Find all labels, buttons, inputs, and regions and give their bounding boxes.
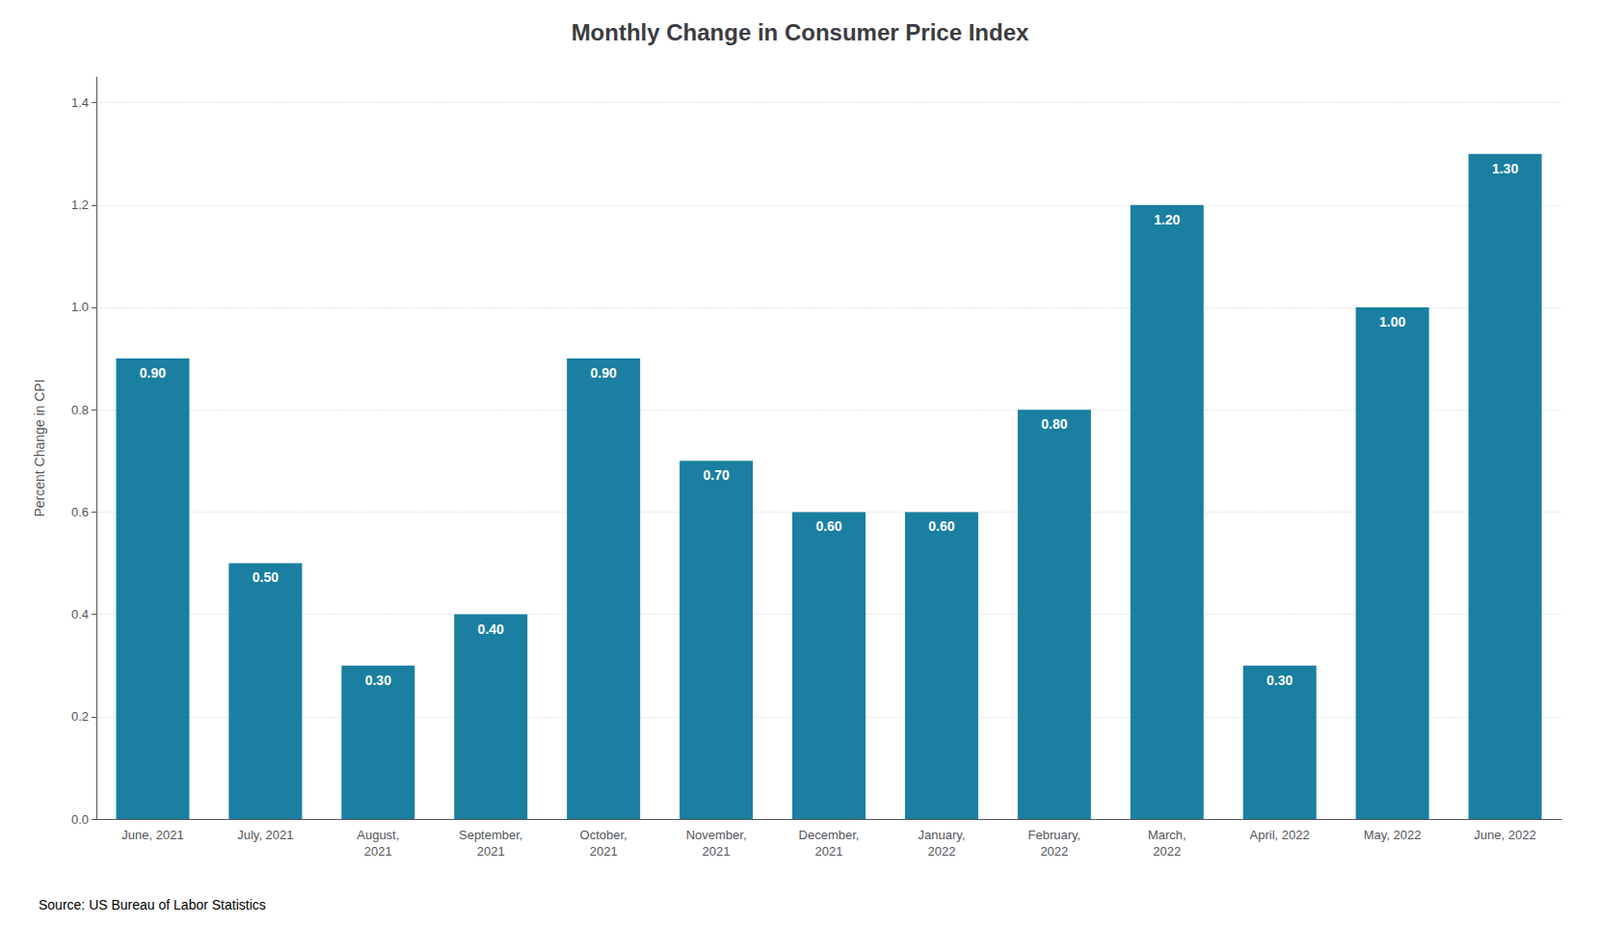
svg-text:0.8: 0.8 (71, 402, 89, 418)
svg-text:0.30: 0.30 (365, 672, 392, 689)
svg-text:1.00: 1.00 (1379, 314, 1406, 330)
svg-text:0.90: 0.90 (139, 365, 166, 381)
svg-text:2022: 2022 (927, 844, 956, 859)
svg-text:0.50: 0.50 (252, 569, 279, 586)
svg-text:1.20: 1.20 (1153, 212, 1180, 228)
svg-text:Percent Change in CPI: Percent Change in CPI (31, 378, 48, 517)
svg-text:0.0: 0.0 (71, 812, 89, 827)
svg-text:August,: August, (356, 827, 400, 843)
svg-text:0.70: 0.70 (702, 467, 729, 483)
svg-text:June, 2022: June, 2022 (1473, 827, 1536, 843)
svg-text:0.60: 0.60 (928, 518, 955, 534)
svg-text:0.4: 0.4 (71, 607, 89, 622)
svg-text:0.30: 0.30 (1266, 672, 1293, 689)
svg-text:March,: March, (1147, 827, 1187, 843)
svg-text:Monthly Change in Consumer Pri: Monthly Change in Consumer Price Index (571, 19, 1030, 46)
svg-text:0.80: 0.80 (1040, 416, 1067, 432)
svg-text:2021: 2021 (815, 844, 844, 859)
svg-text:November,: November, (686, 827, 747, 843)
svg-text:July, 2021: July, 2021 (237, 827, 294, 843)
svg-text:0.60: 0.60 (815, 518, 842, 534)
svg-text:1.0: 1.0 (71, 299, 89, 315)
svg-text:0.90: 0.90 (590, 365, 617, 381)
svg-text:1.2: 1.2 (71, 197, 89, 213)
svg-text:0.6: 0.6 (71, 505, 89, 520)
svg-text:2021: 2021 (364, 844, 393, 859)
svg-text:2021: 2021 (589, 844, 618, 859)
svg-text:January,: January, (917, 827, 965, 843)
svg-text:1.30: 1.30 (1492, 160, 1519, 177)
svg-text:0.40: 0.40 (478, 621, 505, 638)
svg-text:September,: September, (458, 827, 524, 843)
svg-text:2021: 2021 (477, 844, 506, 859)
svg-text:June, 2021: June, 2021 (121, 827, 184, 843)
svg-text:April, 2022: April, 2022 (1250, 827, 1310, 843)
svg-text:2022: 2022 (1040, 844, 1068, 859)
svg-text:October,: October, (580, 827, 628, 843)
svg-text:February,: February, (1028, 827, 1082, 843)
svg-text:2022: 2022 (1152, 844, 1181, 859)
svg-text:December,: December, (799, 827, 860, 843)
svg-text:0.2: 0.2 (71, 709, 89, 724)
svg-text:May, 2022: May, 2022 (1363, 827, 1422, 843)
svg-text:Source: US Bureau of Labor Sta: Source: US Bureau of Labor Statistics (38, 897, 267, 913)
svg-text:2021: 2021 (702, 844, 731, 859)
svg-text:1.4: 1.4 (71, 95, 89, 110)
